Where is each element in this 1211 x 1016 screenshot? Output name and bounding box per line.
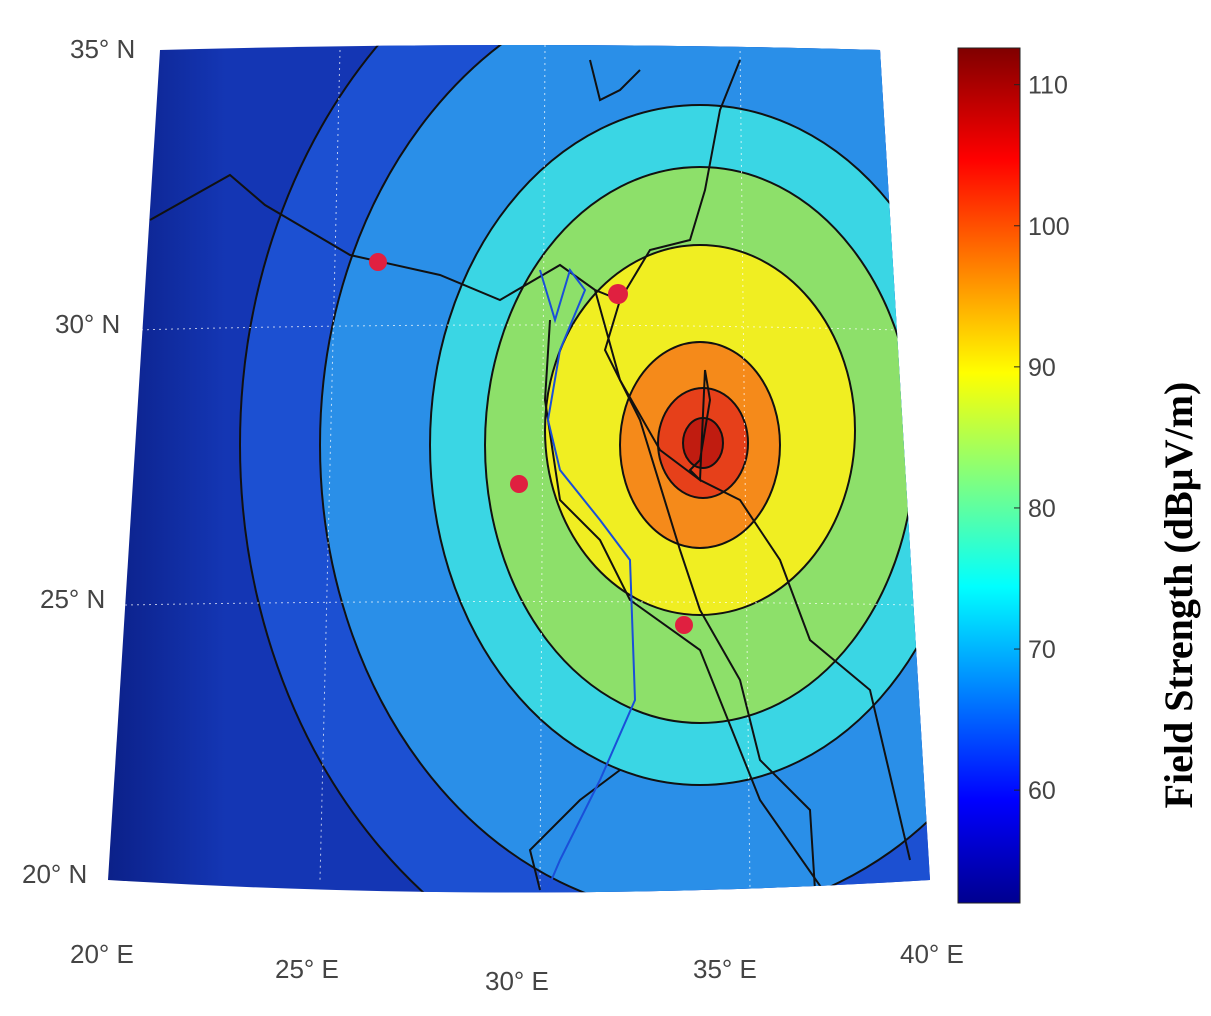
colorbar-tick-label: 90 xyxy=(1028,354,1056,382)
lon-label: 25° E xyxy=(275,954,339,984)
lat-labels: 35° N 30° N 25° N 20° N xyxy=(22,34,135,889)
lat-label: 30° N xyxy=(55,309,120,339)
colorbar-tick-label: 110 xyxy=(1028,72,1068,100)
lat-label: 25° N xyxy=(40,584,105,614)
colorbar-tick-label: 80 xyxy=(1028,495,1056,523)
colorbar-tick-label: 70 xyxy=(1028,636,1056,664)
lon-label: 40° E xyxy=(900,939,964,969)
lat-label: 20° N xyxy=(22,859,87,889)
colorbar-ticks: 60 70 80 90 100 110 xyxy=(1014,72,1070,805)
colorbar-label: Field Strength (dBµV/m) xyxy=(1156,382,1201,809)
colorbar-tick-label: 60 xyxy=(1028,777,1056,805)
colorbar-tick-label: 100 xyxy=(1028,213,1070,241)
lon-label: 35° E xyxy=(693,954,757,984)
colorbar xyxy=(957,47,1021,904)
lon-labels: 20° E 25° E 30° E 35° E 40° E xyxy=(70,939,964,996)
lat-label: 35° N xyxy=(70,34,135,64)
lon-label: 20° E xyxy=(70,939,134,969)
lon-label: 30° E xyxy=(485,966,549,996)
